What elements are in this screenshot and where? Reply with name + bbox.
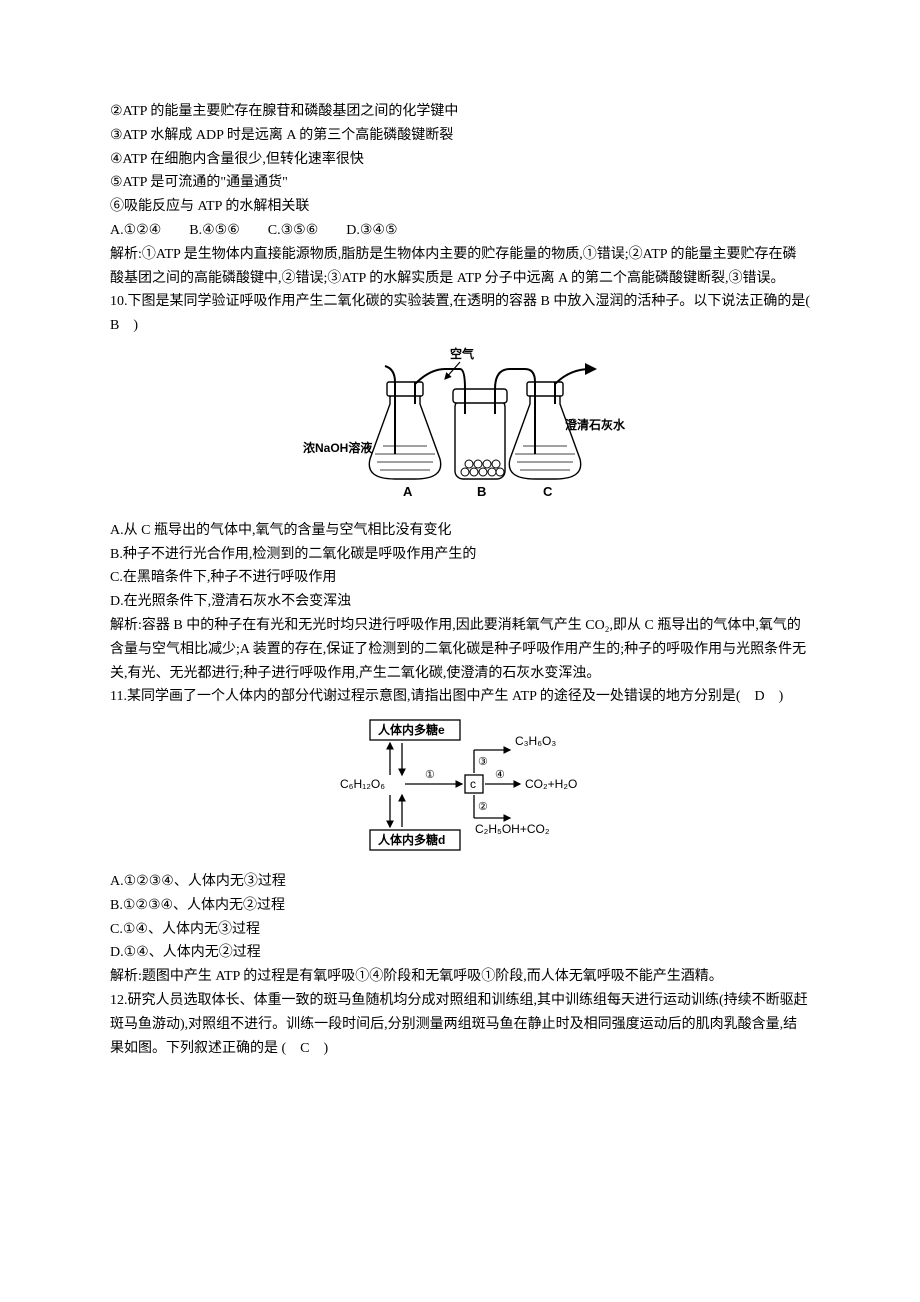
q9-options: A.①②④ B.④⑤⑥ C.③⑤⑥ D.③④⑤ <box>110 219 810 243</box>
q9-line-2: ④ATP 在细胞内含量很少,但转化速率很快 <box>110 148 810 172</box>
q10-opt-d: D.在光照条件下,澄清石灰水不会变浑浊 <box>110 590 810 614</box>
num-2: ② <box>478 801 488 813</box>
q10-opt-c: C.在黑暗条件下,种子不进行呼吸作用 <box>110 566 810 590</box>
air-label: 空气 <box>450 346 474 361</box>
box-e-label: 人体内多糖e <box>378 722 445 737</box>
q10-analysis: 解析:容器 B 中的种子在有光和无光时均只进行呼吸作用,因此要消耗氧气产生 CO… <box>110 614 810 685</box>
flask-a <box>369 382 440 479</box>
q11-opt-c: C.①④、人体内无③过程 <box>110 918 810 942</box>
letter-c: C <box>543 484 553 499</box>
q9-line-4: ⑥吸能反应与 ATP 的水解相关联 <box>110 195 810 219</box>
q9-line-1: ③ATP 水解成 ADP 时是远离 A 的第三个高能磷酸键断裂 <box>110 124 810 148</box>
q11-opt-a: A.①②③④、人体内无③过程 <box>110 870 810 894</box>
figure-11: 人体内多糖e 人体内多糖d c C₆H₁₂O₆ ① ③ C₃H₆O₃ ④ CO₂… <box>110 715 810 864</box>
q9-line-3: ⑤ATP 是可流通的"通量通货" <box>110 171 810 195</box>
q11-stem: 11.某同学画了一个人体内的部分代谢过程示意图,请指出图中产生 ATP 的途径及… <box>110 685 810 709</box>
letter-a: A <box>403 484 413 499</box>
q9-analysis: 解析:①ATP 是生物体内直接能源物质,脂肪是生物体内主要的贮存能量的物质,①错… <box>110 243 810 291</box>
co2h2o-label: CO₂+H₂O <box>525 777 577 791</box>
figure-10: 空气 浓NaOH溶液 A B <box>110 344 810 513</box>
letter-b: B <box>477 484 486 499</box>
c3h6o3-label: C₃H₆O₃ <box>515 734 556 748</box>
q11-opt-d: D.①④、人体内无②过程 <box>110 941 810 965</box>
num-3: ③ <box>478 756 488 768</box>
q10-opt-a: A.从 C 瓶导出的气体中,氧气的含量与空气相比没有变化 <box>110 519 810 543</box>
q10-stem: 10.下图是某同学验证呼吸作用产生二氧化碳的实验装置,在透明的容器 B 中放入湿… <box>110 290 810 338</box>
jar-b <box>453 389 507 479</box>
num-4: ④ <box>495 769 505 781</box>
q11-opt-b: B.①②③④、人体内无②过程 <box>110 894 810 918</box>
num-1: ① <box>425 769 435 781</box>
flask-a-label: 浓NaOH溶液 <box>303 440 372 455</box>
q10-opt-b: B.种子不进行光合作用,检测到的二氧化碳是呼吸作用产生的 <box>110 543 810 567</box>
flask-c-label: 澄清石灰水 <box>565 417 625 432</box>
c-label: c <box>470 777 476 791</box>
box-d-label: 人体内多糖d <box>378 832 445 847</box>
eth-label: C₂H₅OH+CO₂ <box>475 822 550 836</box>
q12-stem: 12.研究人员选取体长、体重一致的斑马鱼随机均分成对照组和训练组,其中训练组每天… <box>110 989 810 1060</box>
q11-analysis: 解析:题图中产生 ATP 的过程是有氧呼吸①④阶段和无氧呼吸①阶段,而人体无氧呼… <box>110 965 810 989</box>
glucose-label: C₆H₁₂O₆ <box>340 777 385 791</box>
q9-line-0: ②ATP 的能量主要贮存在腺苷和磷酸基团之间的化学键中 <box>110 100 810 124</box>
